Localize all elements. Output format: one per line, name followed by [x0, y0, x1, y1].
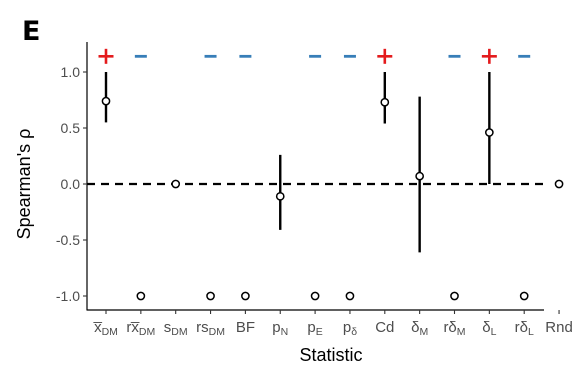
panel-label: E [22, 16, 40, 47]
x-tick-label: x̅DM [93, 319, 118, 338]
x-tick-label: Rnd [545, 319, 573, 336]
y-tick-label: 1.0 [61, 64, 81, 80]
x-tick-label: Cd [375, 319, 394, 336]
data-point [206, 291, 215, 301]
x-tick-label: rx̅DM [126, 319, 155, 338]
data-point [345, 291, 355, 301]
data-point [136, 291, 146, 301]
x-tick-label: rsDM [196, 319, 225, 338]
y-tick-label: 0.0 [61, 176, 81, 192]
data-point [485, 128, 494, 137]
data-point [415, 171, 424, 181]
x-axis-title: Statistic [299, 345, 362, 365]
data-point [310, 291, 320, 301]
y-axis-title: Spearman's ρ [14, 129, 34, 240]
data-point [380, 97, 390, 107]
data-point [519, 291, 529, 301]
data-point [101, 96, 111, 106]
data-point [241, 291, 250, 301]
x-tick-label: pE [307, 319, 322, 338]
x-tick-label: rδM [443, 319, 465, 338]
plot-area: -1.0 -0.5 0.0 0.5 1.0 x̅DM rx̅DM sDM rsDM BF pN pE p… [56, 42, 573, 338]
data-point [450, 291, 459, 301]
x-tick-label: rδL [515, 319, 534, 338]
data-point [554, 179, 564, 189]
y-tick-label: -0.5 [56, 232, 80, 248]
x-tick-label: δM [411, 319, 428, 338]
x-tick-label: BF [236, 319, 255, 336]
y-tick-label: 0.5 [61, 120, 81, 136]
data-point [171, 179, 181, 189]
x-tick-label: pδ [343, 319, 357, 338]
x-tick-label: pN [272, 319, 288, 338]
x-tick-label: sDM [164, 319, 188, 338]
y-tick-label: -1.0 [56, 288, 80, 304]
x-tick-label: δL [482, 319, 496, 338]
data-point [275, 191, 285, 201]
